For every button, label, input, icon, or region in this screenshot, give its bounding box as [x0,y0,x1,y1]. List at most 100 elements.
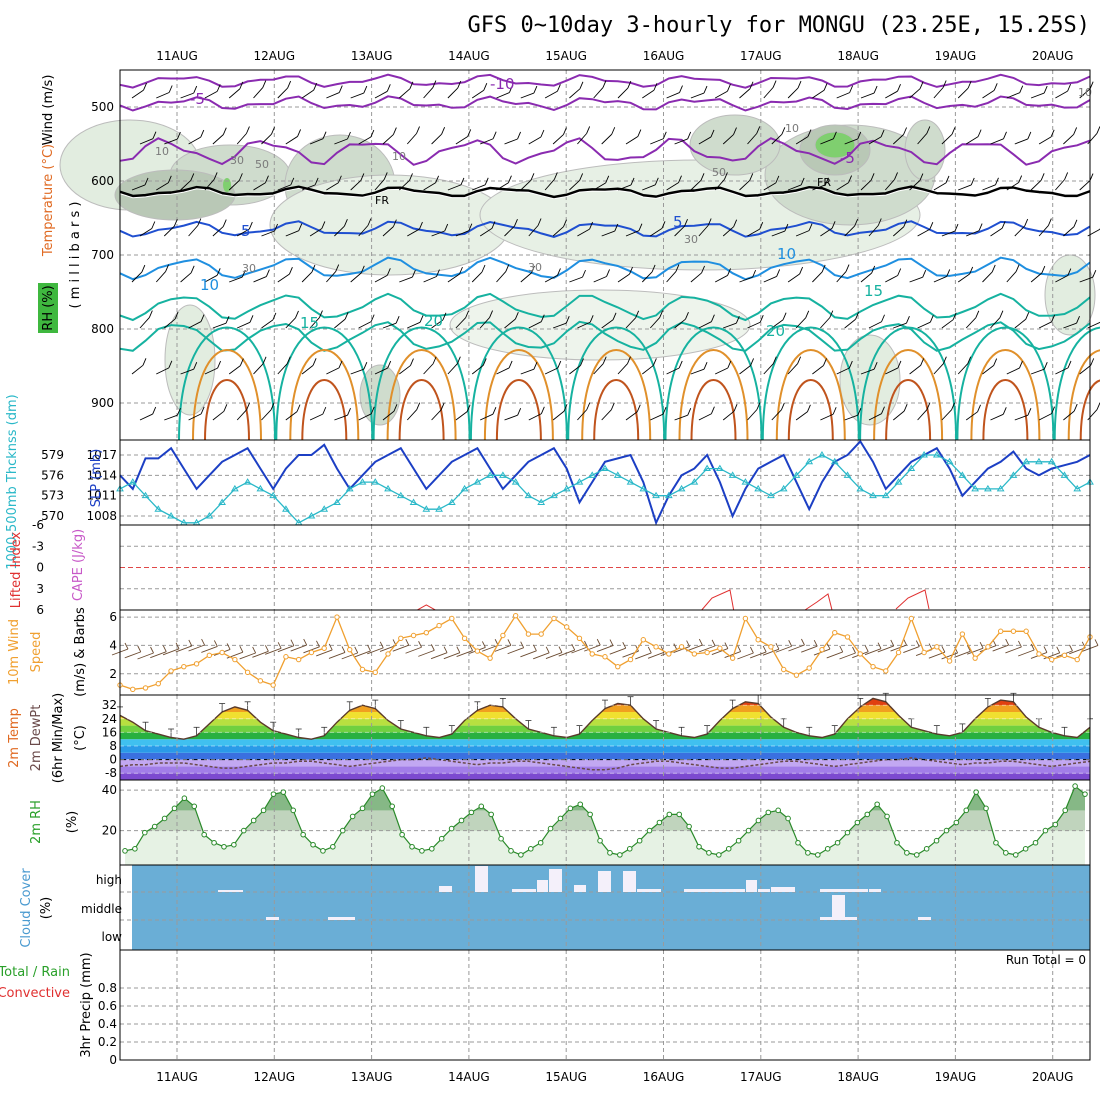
cape-axis-label: CAPE (J/kg) [71,529,86,601]
wind-barb [941,230,956,237]
wind-barb-flag [167,175,172,183]
wind-barb-flag [321,221,326,229]
rh2m-point [211,839,217,846]
wind-barb-flag [991,264,996,273]
wind-barb-flag [977,129,982,137]
wind-barb-flag [298,223,303,231]
date-label-top: 12AUG [254,49,296,63]
wind-barb [722,226,734,237]
slp-line [119,439,1091,526]
temp-contour-15 [119,292,1091,322]
wind-barb-flag [942,356,947,364]
wind-barb [593,87,604,99]
wind10m-barb [545,652,563,659]
wind-barb [990,138,1004,145]
wind-barb [812,271,823,283]
wind-barb-flag [1043,85,1048,94]
wind-barb [455,136,468,145]
wind-barb-flag [653,83,658,91]
rh2m-point [201,831,207,838]
li-tick-label: 6 [36,603,44,617]
wind-barb [358,321,372,329]
thickness-point [690,478,699,485]
wind-barb-flag [540,129,545,138]
wind10m-barb [941,652,958,660]
thickness-point [779,484,788,492]
rh2m-point [884,813,890,820]
wind-barb [471,271,483,283]
wind-barb-flag [662,131,667,139]
temp-contour-warm [567,326,666,441]
wind-barb [722,410,735,421]
temp-tick-label: 0 [109,753,117,767]
lifted-index-line [804,593,833,611]
wind-barb [795,317,807,329]
wind10m-speed-point [385,651,391,657]
wind10m-speed-point [780,666,787,673]
temp-contour-warm [301,379,348,441]
thickness-point [269,491,278,499]
wind-barb [965,411,978,421]
wind-barb-flag [970,177,975,186]
temp-band [120,773,1090,780]
rh2m-point [805,850,811,856]
wind-barb-flag [200,314,205,322]
wind-barb-flag [586,402,591,410]
wind-barb [374,274,388,283]
date-label-top: 15AUG [545,49,587,63]
wind-barb-flag [1090,358,1095,366]
wind-barb [868,136,882,145]
wind-barb [455,230,470,237]
wind10m-barb-flag [839,645,844,653]
rh2m-point [1042,827,1049,834]
wind10m-barb [801,645,818,653]
rh2m-point [339,827,346,834]
wind-barb-flag [733,404,738,412]
wind-barb-flag [386,84,391,92]
rh2m-point [933,837,940,844]
wind-barb-flag [347,408,351,416]
wind-barb [188,136,201,145]
wind-barb [933,275,947,283]
rh2m-point [389,803,396,810]
wind-barb-flag [897,360,902,369]
wind10m-speed-point [347,646,353,653]
wind-barb-flag [168,360,173,369]
wind-barb [528,413,542,421]
wind10m-barb [686,644,703,652]
wind-barb [1063,322,1077,329]
wind-barb [787,273,800,283]
rh2m-point [953,819,960,826]
wind10m-barb [826,651,843,659]
wind-barb-flag [197,218,202,226]
thickness-point [358,478,367,485]
rh-label: 30 [230,154,244,167]
wind10m-panel: 2 4 6 10m Wind Speed (m/s) & Barbs [7,607,1099,697]
wind-barb-flag [995,177,999,185]
wind-barb-flag [241,269,246,278]
wind-barb [1063,226,1075,237]
rh2m-point [567,805,574,812]
rh2m-point [527,846,534,852]
wind-barb [909,365,921,375]
wind-barb [893,226,905,237]
wind10m-barb-flag [1005,638,1010,646]
wind10m-barb-flag [430,644,435,651]
temp-contour-warm [372,326,471,441]
wind-barb [795,230,810,237]
thickness-point [473,478,482,485]
temp-contour-warm [386,349,457,441]
wind-barb-flag [530,173,535,181]
wind-barb-flag [942,80,947,88]
rh2m-point [438,835,445,842]
rh2m-point [280,789,287,795]
wind-barb-flag [239,81,244,90]
wind-barb [836,367,850,375]
wind-barb [933,87,944,99]
wind-barb [431,133,442,145]
wind-barb [795,136,809,145]
panel-bg [120,440,1090,525]
wind10m-speed-point [1049,656,1055,663]
temp-tick-label: 16 [102,725,117,739]
wind-barb [1030,272,1043,283]
